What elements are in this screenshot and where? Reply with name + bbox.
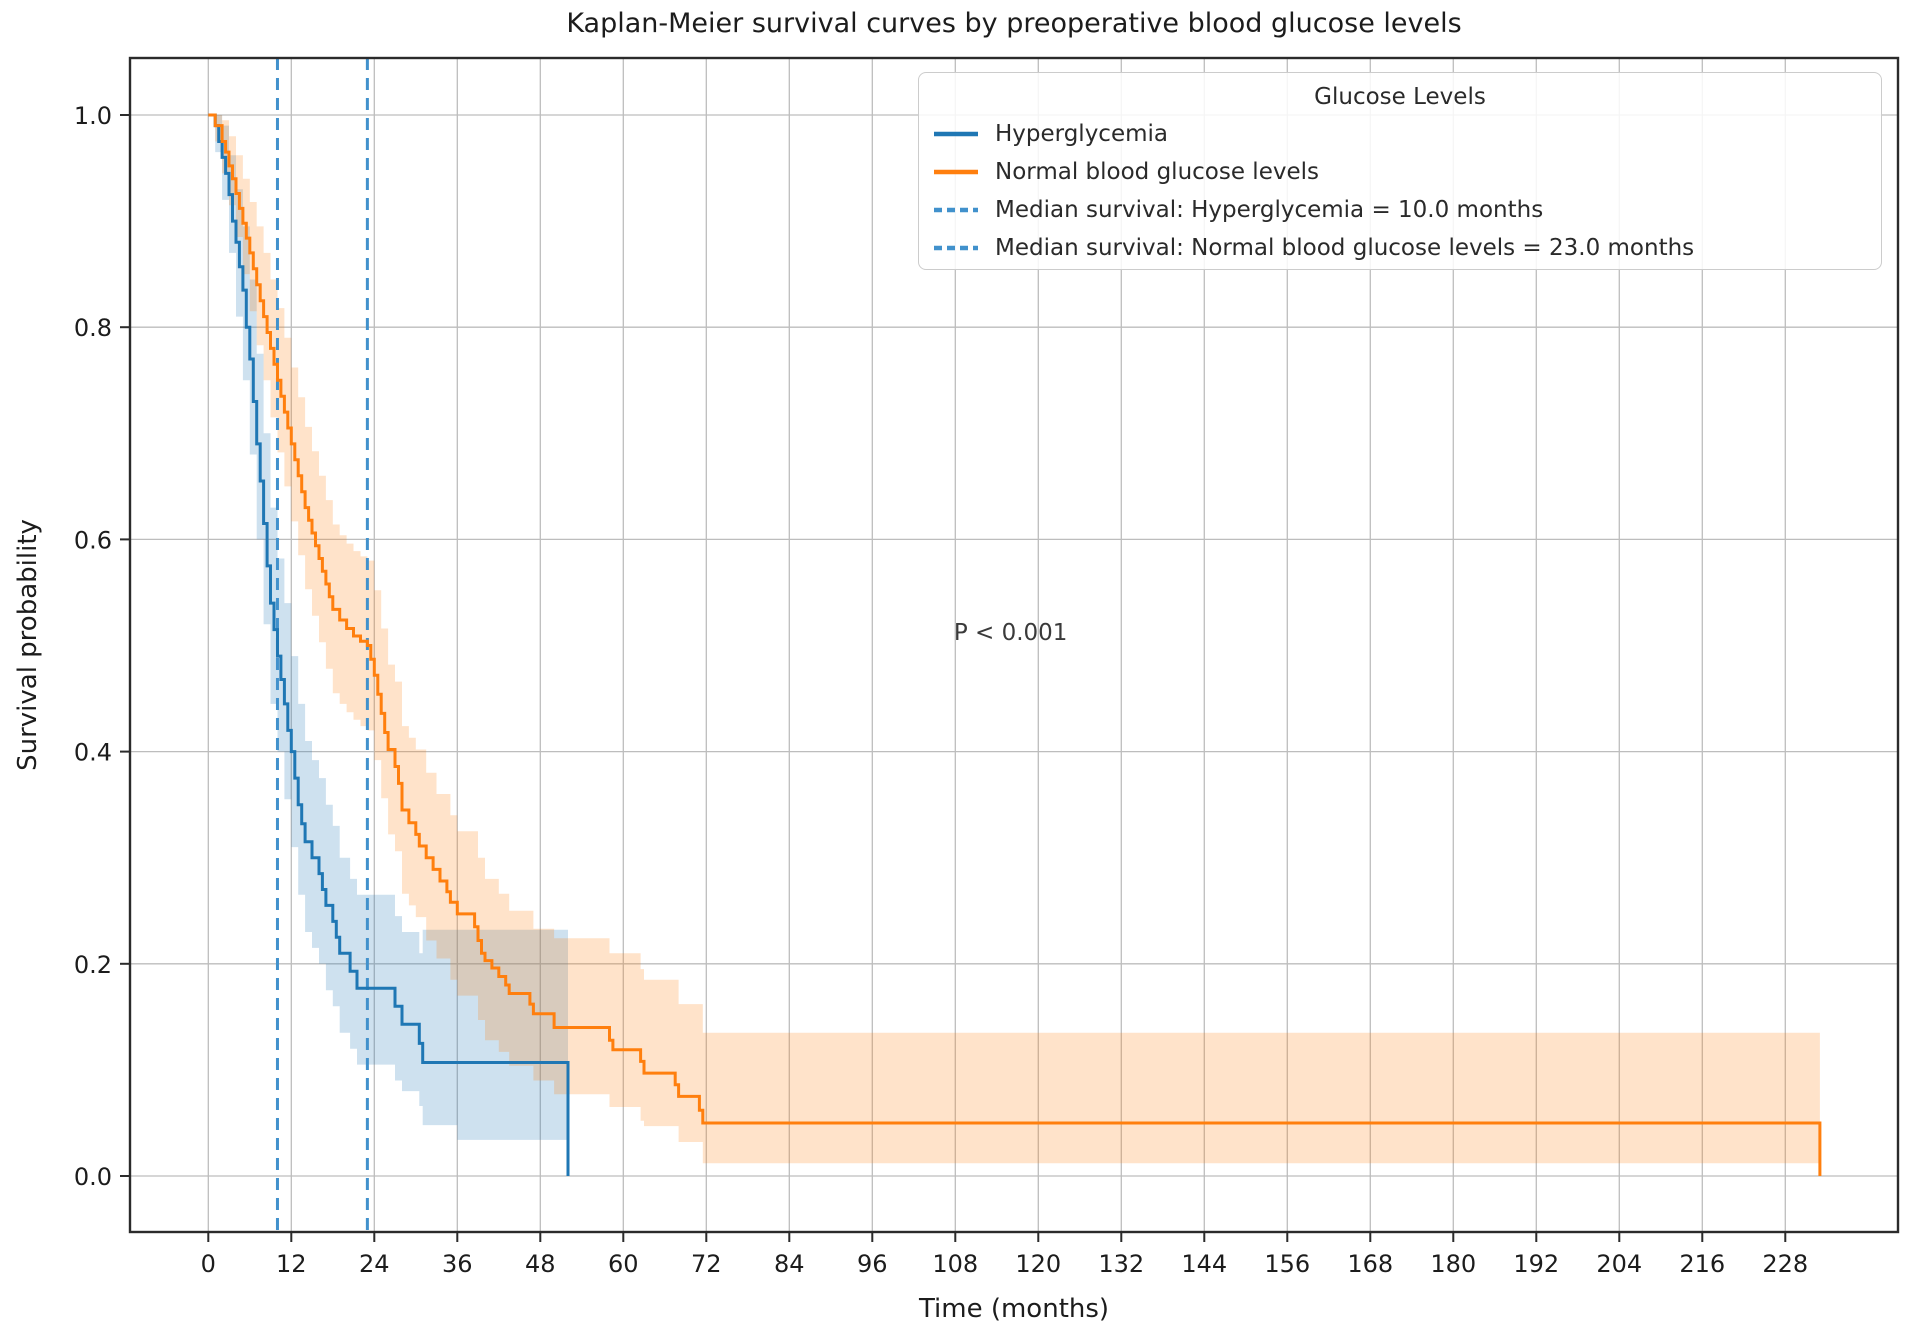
x-tick-label: 192 [1513,1250,1559,1278]
confidence-band-hyperglycemia [208,115,569,1140]
km-curve-hyperglycemia [208,113,570,1176]
legend-entry-median-survival-hyperglycemia-10-0-months: Median survival: Hyperglycemia = 10.0 mo… [933,191,1867,229]
x-tick-label: 96 [857,1250,888,1278]
line-sample-icon [934,131,978,137]
dashed-line-sample-icon [934,245,978,251]
tick-labels: 0 12 24 36 48 60 72 84 96 108 120 132 144 156 168 180 19… [74,102,1808,1278]
x-tick-label: 84 [774,1250,805,1278]
y-tick-label: 0.4 [74,739,112,767]
y-tick-label: 0.2 [74,951,112,979]
x-tick-label: 204 [1596,1250,1642,1278]
x-tick-label: 36 [442,1250,473,1278]
gridlines [130,58,1898,1232]
x-tick-label: 120 [1015,1250,1061,1278]
legend-entry-label: Median survival: Normal blood glucose le… [995,235,1695,261]
y-tick-label: 0.8 [74,314,112,342]
legend-entry-hyperglycemia: Hyperglycemia [933,115,1867,153]
y-tick-label: 0.0 [74,1163,112,1191]
x-tick-label: 228 [1762,1250,1808,1278]
axes-spines [128,56,1900,1234]
x-tick-label: 60 [608,1250,639,1278]
x-tick-label: 216 [1679,1250,1725,1278]
x-tick-label: 24 [359,1250,390,1278]
km-curve-normal-blood-glucose-levels [208,113,1822,1176]
legend: Glucose Levels Hyperglycemia Normal blood… [918,72,1882,270]
x-tick-label: 132 [1098,1250,1144,1278]
legend-entry-label: Hyperglycemia [995,121,1168,147]
x-axis-label: Time (months) [918,1294,1110,1324]
x-tick-label: 108 [932,1250,978,1278]
dashed-line-sample-icon [934,207,978,213]
x-tick-label: 168 [1347,1250,1393,1278]
legend-entry-label: Median survival: Hyperglycemia = 10.0 mo… [995,197,1544,223]
confidence-band-normal-blood-glucose-levels [208,115,1820,1164]
y-tick-label: 1.0 [74,102,112,130]
legend-rows: Hyperglycemia Normal blood glucose levels… [933,115,1867,267]
line-sample-icon [934,169,978,175]
x-tick-label: 0 [201,1250,216,1278]
legend-entry-normal-blood-glucose-levels: Normal blood glucose levels [933,153,1867,191]
x-tick-label: 72 [691,1250,722,1278]
y-tick-label: 0.6 [74,526,112,554]
ticks [120,114,1787,1242]
chart-title: Kaplan-Meier survival curves by preopera… [566,8,1462,39]
legend-entry-median-survival-normal-blood-glucose-levels-23-0-months: Median survival: Normal blood glucose le… [933,229,1867,267]
x-tick-label: 156 [1264,1250,1310,1278]
y-axis-label: Survival probability [13,519,43,771]
x-tick-label: 12 [276,1250,307,1278]
x-tick-label: 48 [525,1250,556,1278]
legend-entry-label: Normal blood glucose levels [995,159,1319,185]
x-tick-label: 144 [1181,1250,1227,1278]
legend-title: Glucose Levels [1314,84,1486,110]
p-value-annotation: P < 0.001 [953,619,1068,646]
x-tick-label: 180 [1430,1250,1476,1278]
